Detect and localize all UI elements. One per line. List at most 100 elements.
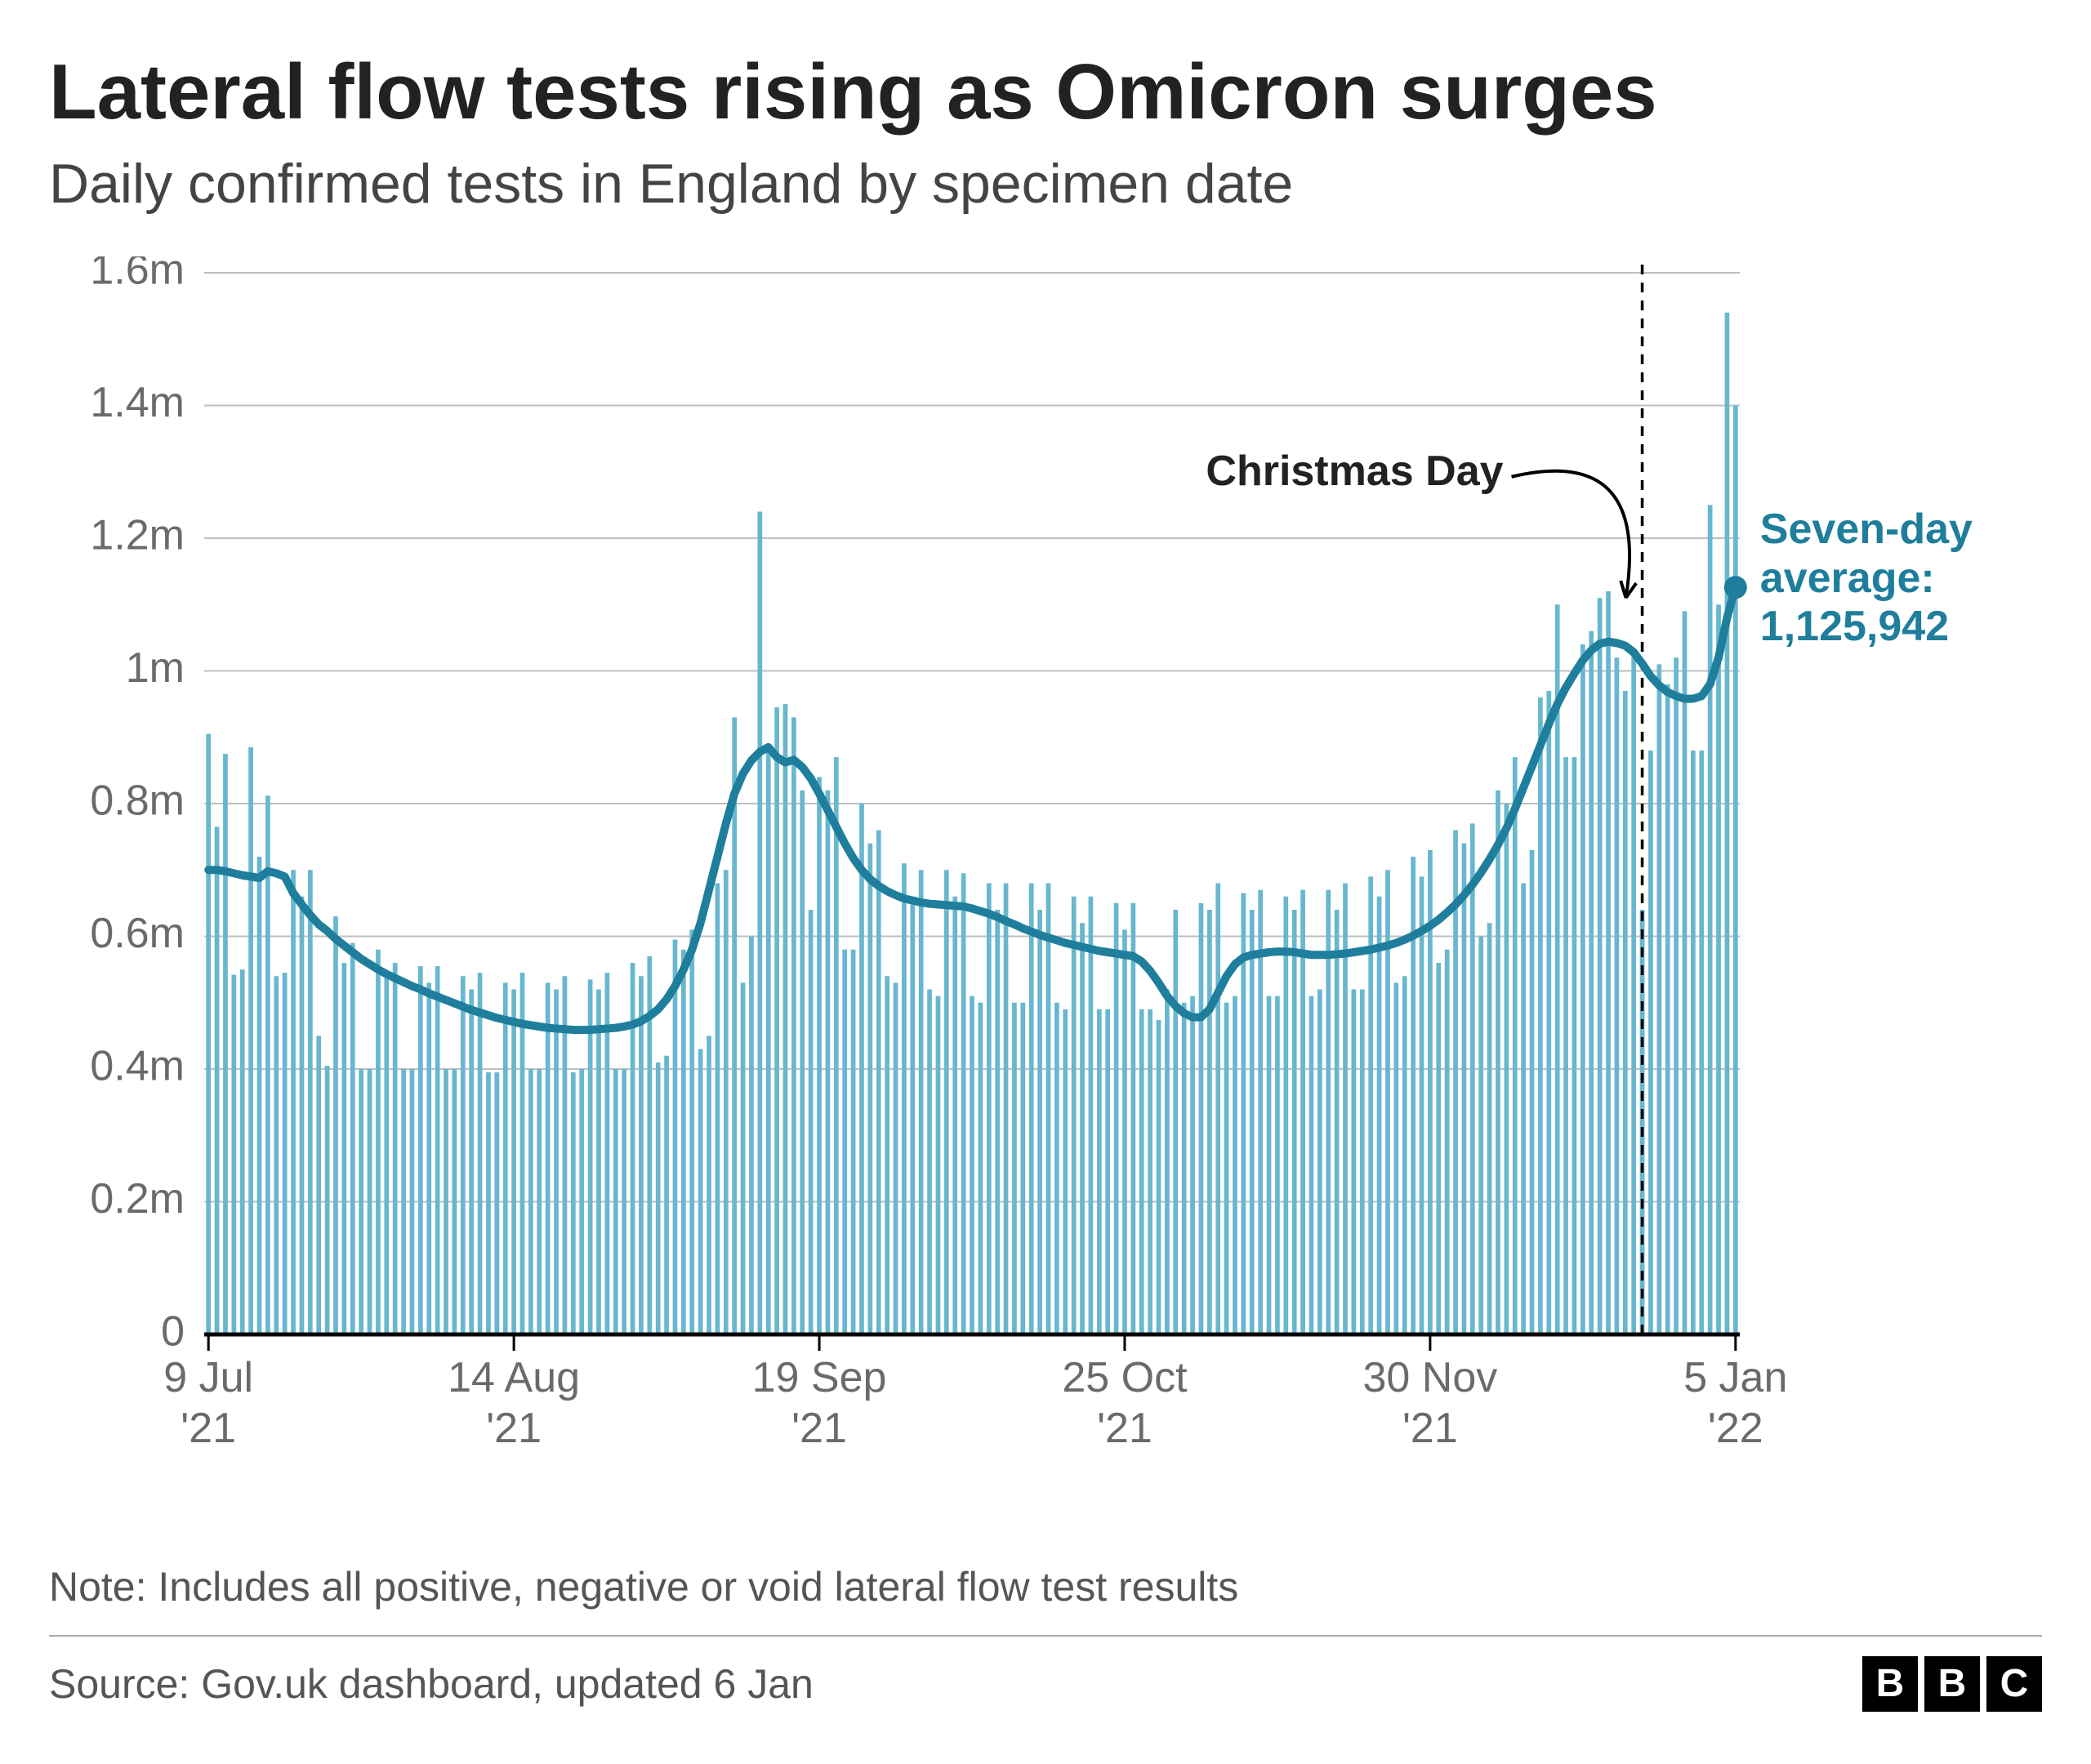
bar <box>919 870 924 1334</box>
bar <box>1615 657 1620 1334</box>
bar <box>851 949 856 1334</box>
bar <box>426 982 431 1334</box>
bar <box>384 976 389 1334</box>
bar <box>1631 651 1636 1334</box>
bar <box>868 843 873 1334</box>
bar <box>1080 923 1085 1334</box>
bar <box>894 982 898 1334</box>
y-tick-label: 0.2m <box>90 1175 185 1223</box>
bar <box>1292 910 1297 1334</box>
bar <box>1402 976 1407 1334</box>
bar <box>1530 849 1535 1334</box>
bar <box>1130 902 1135 1334</box>
bar <box>859 804 864 1334</box>
x-tick-label: '21 <box>1402 1405 1458 1452</box>
bbc-c: C <box>1986 1656 2042 1712</box>
bar <box>783 704 788 1334</box>
bar <box>952 896 957 1334</box>
bar <box>240 969 245 1334</box>
bar <box>1683 611 1688 1334</box>
bar <box>1283 896 1288 1334</box>
bar <box>1377 896 1382 1334</box>
bar <box>418 966 423 1334</box>
bar <box>1513 757 1518 1334</box>
bar <box>1250 910 1255 1334</box>
bar <box>842 949 847 1334</box>
bar <box>1648 751 1653 1334</box>
bar <box>826 790 831 1334</box>
bar <box>1165 989 1170 1334</box>
bar <box>1224 1002 1229 1334</box>
y-tick-label: 0.4m <box>90 1042 185 1089</box>
y-tick-label: 1.6m <box>90 256 185 294</box>
bar <box>1420 876 1424 1334</box>
bar <box>1691 751 1696 1334</box>
bar <box>1725 312 1730 1334</box>
bar <box>716 883 720 1334</box>
christmas-annotation: Christmas Day <box>1120 447 1504 496</box>
bar <box>579 1069 584 1334</box>
x-tick-label: 30 Nov <box>1363 1354 1498 1401</box>
bar <box>639 976 644 1334</box>
bar <box>1589 630 1594 1334</box>
bar <box>359 1069 363 1334</box>
bar <box>283 973 288 1334</box>
bar <box>1046 883 1051 1334</box>
y-tick-label: 1.4m <box>90 379 185 426</box>
bar <box>308 870 313 1334</box>
y-tick-label: 0.8m <box>90 777 185 824</box>
bar <box>1037 910 1042 1334</box>
bar <box>1072 896 1077 1334</box>
bar <box>707 1036 711 1334</box>
bar <box>622 1069 626 1334</box>
bar <box>1190 996 1195 1334</box>
bar <box>791 717 796 1334</box>
bar <box>274 976 279 1334</box>
bar <box>325 1066 330 1334</box>
chart-subtitle: Daily confirmed tests in England by spec… <box>49 152 2042 216</box>
bar <box>1182 1002 1187 1334</box>
bar <box>1335 910 1340 1334</box>
x-tick-label: '21 <box>791 1405 847 1452</box>
bar <box>698 1049 703 1334</box>
bar <box>478 973 483 1334</box>
bar <box>1352 989 1357 1334</box>
bar <box>350 942 355 1334</box>
bar <box>724 870 729 1334</box>
bar <box>1716 604 1721 1334</box>
bar <box>961 873 966 1334</box>
bar <box>333 916 338 1334</box>
bar <box>1521 883 1526 1334</box>
bar <box>1656 664 1661 1334</box>
bar <box>376 949 381 1334</box>
bbc-b2: B <box>1924 1656 1980 1712</box>
bar <box>1496 790 1500 1334</box>
footer: Note: Includes all positive, negative or… <box>49 1563 2042 1712</box>
chart-note: Note: Includes all positive, negative or… <box>49 1563 2042 1610</box>
bar <box>1708 505 1713 1334</box>
bar <box>1122 929 1127 1334</box>
chart-svg: 00.2m0.4m0.6m0.8m1m1.2m1.4m1.6m9 Jul'211… <box>49 256 2042 1498</box>
bar <box>774 707 779 1334</box>
bar <box>1063 1009 1068 1334</box>
bar <box>546 982 551 1334</box>
bar <box>885 976 889 1334</box>
bar <box>300 896 305 1334</box>
bar <box>1462 843 1467 1334</box>
bar <box>1385 870 1390 1334</box>
chart-area: 00.2m0.4m0.6m0.8m1m1.2m1.4m1.6m9 Jul'211… <box>49 256 2042 1498</box>
bar <box>741 982 746 1334</box>
bar <box>631 963 635 1334</box>
bar <box>511 989 516 1334</box>
bbc-logo: B B C <box>1862 1656 2042 1712</box>
bar <box>231 974 236 1334</box>
x-tick-label: '21 <box>181 1405 236 1452</box>
x-tick-label: '21 <box>486 1405 542 1452</box>
bar <box>1470 823 1475 1334</box>
bar <box>486 1072 491 1334</box>
bar <box>503 982 508 1334</box>
bar <box>393 963 398 1334</box>
bar <box>927 989 932 1334</box>
bar <box>206 733 211 1334</box>
bar <box>1360 989 1365 1334</box>
